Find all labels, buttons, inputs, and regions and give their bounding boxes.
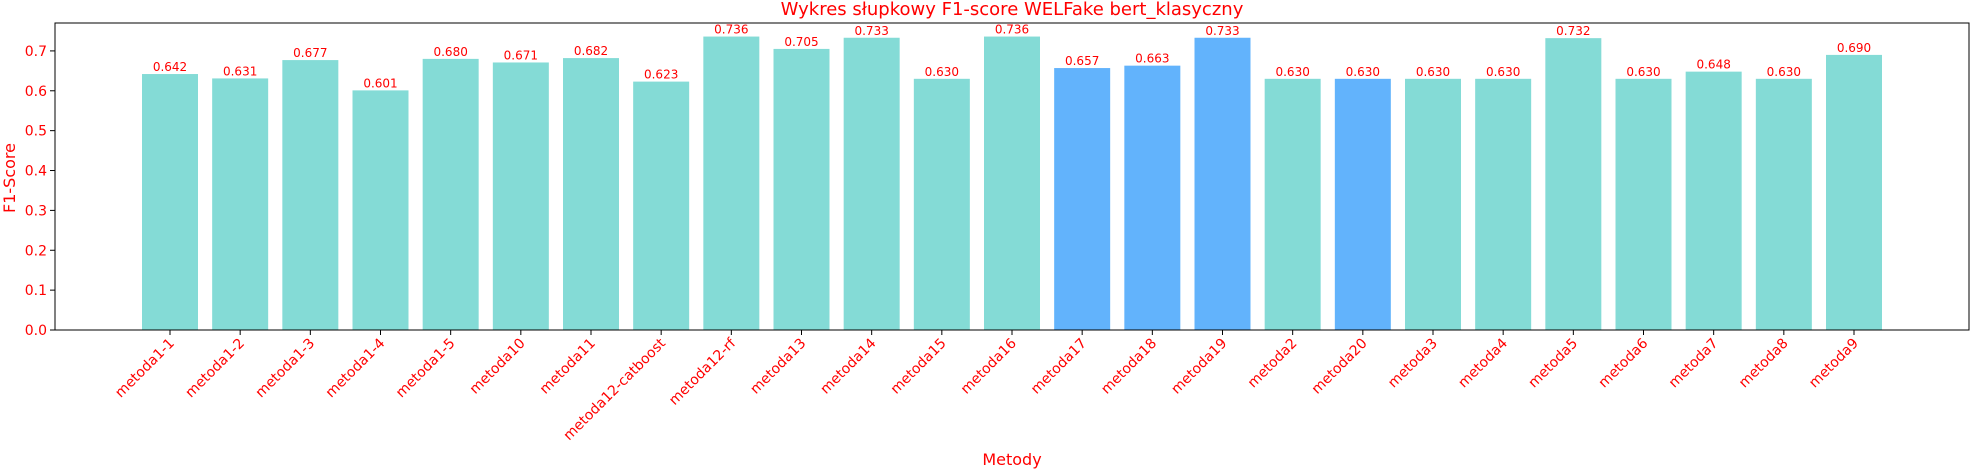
bar-metoda9	[1826, 54, 1882, 330]
x-tick-label-metoda1-1: metoda1-1	[112, 336, 178, 402]
y-tick-label-0.3: 0.3	[25, 203, 47, 219]
bar-metoda10	[492, 62, 549, 330]
value-label-metoda12-catboost: 0.623	[644, 68, 678, 82]
y-tick-label-0.2: 0.2	[25, 243, 47, 259]
plot-frame	[54, 22, 1970, 331]
x-tick-label-metoda2: metoda2	[1245, 336, 1301, 392]
x-axis: metoda1-1 metoda1-2 metoda1-3 metoda1-4 meto…	[112, 330, 1862, 444]
x-tick-label-metoda1-3: metoda1-3	[253, 336, 319, 402]
value-label-metoda11: 0.682	[574, 44, 608, 58]
y-tick-label-0.7: 0.7	[25, 44, 47, 60]
x-tick-label-metoda15: metoda15	[888, 336, 950, 398]
value-label-metoda1-2: 0.631	[223, 64, 257, 78]
bar-metoda16	[984, 36, 1040, 330]
x-tick-label-metoda1-2: metoda1-2	[182, 336, 248, 402]
x-tick-label-metoda12-rf: metoda12-rf	[666, 335, 740, 409]
x-tick-label-metoda13: metoda13	[747, 336, 809, 398]
bars-group	[142, 36, 1882, 331]
bar-metoda12-catboost	[633, 81, 690, 330]
x-tick-label-metoda10: metoda10	[467, 336, 529, 398]
value-label-metoda7: 0.648	[1696, 58, 1730, 72]
bar-metoda14	[843, 37, 900, 330]
y-axis: 0.0 0.1 0.2 0.3 0.4 0.5 0.6 0.7	[25, 44, 55, 339]
y-tick-label-0.1: 0.1	[25, 283, 47, 299]
bar-metoda20	[1334, 78, 1391, 331]
bar-metoda1-4	[352, 90, 409, 330]
y-tick-label-0.0: 0.0	[25, 323, 47, 339]
x-tick-label-metoda8: metoda8	[1736, 336, 1792, 392]
bar-metoda1-1	[142, 74, 198, 330]
bar-metoda18	[1124, 65, 1181, 330]
value-label-metoda1-3: 0.677	[293, 46, 327, 60]
x-tick-label-metoda17: metoda17	[1028, 336, 1090, 398]
bar-metoda8	[1755, 78, 1812, 331]
x-axis-label: Metody	[982, 450, 1041, 469]
bar-metoda1-5	[422, 58, 479, 330]
x-tick-label-metoda3: metoda3	[1385, 336, 1441, 392]
y-tick-label-0.4: 0.4	[25, 164, 47, 180]
x-tick-label-metoda11: metoda11	[537, 336, 599, 398]
bar-metoda2	[1264, 78, 1321, 331]
y-axis-label: F1-Score	[0, 143, 19, 213]
x-tick-label-metoda14: metoda14	[818, 335, 880, 397]
value-labels-group: 0.642 0.631 0.677 0.601 0.680 0.671 0.682 0.623…	[153, 23, 1871, 91]
value-label-metoda12-rf: 0.736	[714, 23, 748, 37]
bar-metoda1-3	[282, 60, 339, 330]
x-tick-label-metoda18: metoda18	[1098, 336, 1160, 398]
value-label-metoda8: 0.630	[1767, 65, 1801, 79]
value-label-metoda14: 0.733	[854, 24, 888, 38]
x-tick-label-metoda5: metoda5	[1526, 336, 1582, 392]
value-label-metoda3: 0.630	[1416, 65, 1450, 79]
bar-metoda13	[773, 48, 830, 330]
value-label-metoda17: 0.657	[1065, 54, 1099, 68]
value-label-metoda6: 0.630	[1626, 65, 1660, 79]
value-label-metoda1-4: 0.601	[363, 76, 397, 90]
value-label-metoda13: 0.705	[784, 35, 818, 49]
value-label-metoda2: 0.630	[1275, 65, 1309, 79]
bar-metoda7	[1685, 71, 1742, 331]
value-label-metoda9: 0.690	[1837, 41, 1871, 55]
bar-metoda3	[1405, 78, 1461, 331]
value-label-metoda20: 0.630	[1346, 65, 1380, 79]
bar-metoda6	[1615, 78, 1672, 331]
y-tick-label-0.5: 0.5	[25, 124, 47, 140]
x-tick-label-metoda1-5: metoda1-5	[393, 336, 459, 402]
bar-metoda1-2	[212, 78, 269, 330]
x-tick-label-metoda4: metoda4	[1455, 335, 1511, 391]
value-label-metoda1-1: 0.642	[153, 60, 187, 74]
value-label-metoda16: 0.736	[995, 23, 1029, 37]
value-label-metoda10: 0.671	[504, 48, 538, 62]
value-label-metoda19: 0.733	[1205, 24, 1239, 38]
y-tick-label-0.6: 0.6	[25, 84, 47, 100]
bar-metoda19	[1194, 37, 1251, 330]
x-tick-label-metoda19: metoda19	[1168, 336, 1230, 398]
x-tick-label-metoda1-4: metoda1-4	[323, 335, 389, 401]
x-tick-label-metoda9: metoda9	[1806, 336, 1862, 392]
x-tick-label-metoda6: metoda6	[1596, 335, 1652, 391]
value-label-metoda4: 0.630	[1486, 65, 1520, 79]
bar-metoda12-rf	[703, 36, 760, 330]
bar-metoda11	[563, 58, 619, 330]
x-tick-label-metoda7: metoda7	[1666, 336, 1722, 392]
x-tick-label-metoda16: metoda16	[958, 335, 1020, 397]
bar-metoda5	[1545, 38, 1602, 331]
x-tick-label-metoda20: metoda20	[1309, 336, 1371, 398]
value-label-metoda5: 0.732	[1556, 24, 1590, 38]
value-label-metoda15: 0.630	[925, 65, 959, 79]
value-label-metoda18: 0.663	[1135, 52, 1169, 66]
bar-metoda15	[913, 78, 970, 331]
chart-title: Wykres słupkowy F1-score WELFake bert_kl…	[781, 0, 1244, 20]
bar-metoda17	[1054, 68, 1111, 330]
value-label-metoda1-5: 0.680	[433, 45, 467, 59]
bar-metoda4	[1475, 78, 1532, 331]
